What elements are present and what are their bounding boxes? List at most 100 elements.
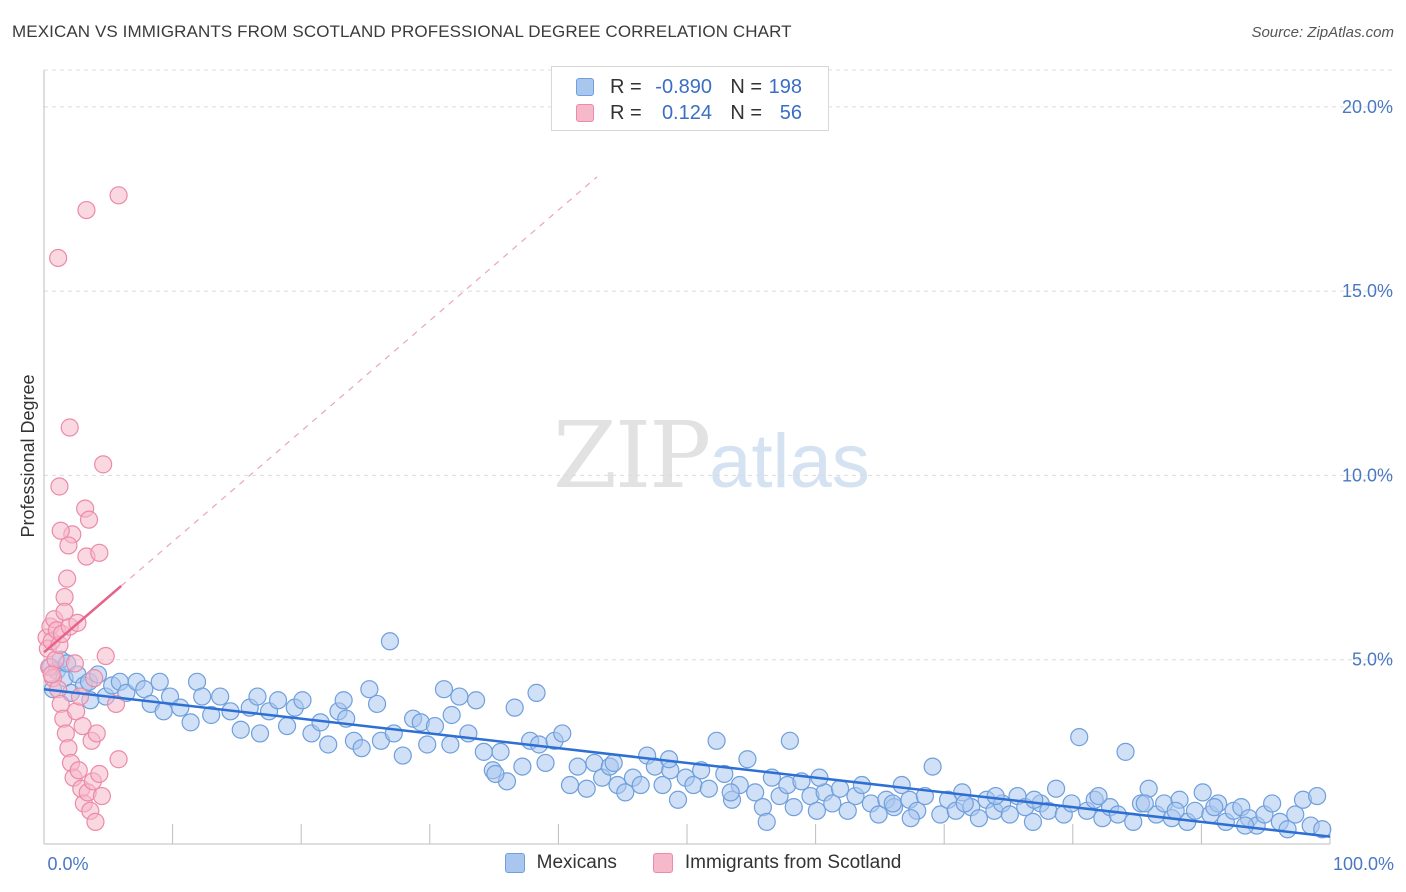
mexicans-point: [746, 783, 765, 802]
mexicans-point: [352, 739, 371, 758]
mexicans-point: [367, 694, 387, 714]
scotland-point: [59, 536, 78, 555]
legend-item-mexicans[interactable]: Mexicans: [504, 852, 617, 874]
mexicans-point: [1185, 801, 1205, 820]
mexicans-point: [393, 746, 412, 765]
legend-swatch-pink: [652, 853, 673, 873]
mexicans-point: [171, 698, 190, 717]
legend-swatch-blue: [576, 78, 594, 96]
legend-row-mexicans: R = -0.890 N = 198: [576, 75, 802, 99]
legend-n-label: N =: [730, 101, 762, 124]
mexicans-point: [434, 680, 454, 699]
scotland-point: [96, 646, 115, 666]
scotland-point: [69, 761, 88, 780]
mexicans-point: [154, 702, 173, 721]
legend-n-value: 56: [779, 101, 802, 124]
scotland-point: [79, 510, 99, 529]
mexicans-point: [604, 753, 623, 773]
scotland-point: [50, 477, 69, 496]
legend-r-value: -0.890: [655, 75, 712, 98]
legend-item-scotland[interactable]: Immigrants from Scotland: [652, 852, 902, 874]
mexicans-point: [474, 742, 493, 761]
mexicans-point: [1000, 805, 1019, 824]
chart-title: MEXICAN VS IMMIGRANTS FROM SCOTLAND PROF…: [12, 22, 792, 41]
scotland-trend-line: [43, 585, 122, 654]
mexicans-point: [334, 691, 353, 710]
x-tick-label: 100.0%: [1333, 854, 1394, 874]
mexicans-point: [784, 798, 803, 817]
mexicans-point: [969, 809, 989, 828]
scotland-point: [94, 455, 113, 474]
mexicans-point: [715, 764, 734, 784]
mexicans-point: [486, 764, 505, 784]
mexicans-point: [757, 812, 776, 831]
mexicans-point: [901, 809, 920, 828]
mexicans-point: [986, 786, 1005, 806]
scotland-point: [106, 694, 126, 714]
mexicans-point: [1205, 798, 1224, 817]
scotland-point: [90, 543, 109, 562]
watermark-zip: ZIP: [553, 402, 711, 509]
legend-row-scotland: R = 0.124 N = 56: [576, 101, 802, 125]
trend-lines: [43, 585, 1331, 838]
legend-label-scotland: Immigrants from Scotland: [684, 852, 902, 873]
watermark: ZIPatlas: [553, 402, 870, 509]
scotland-point: [51, 521, 70, 540]
mexicans-point: [1116, 742, 1135, 761]
series-legend: Mexicans Immigrants from Scotland: [0, 852, 1406, 874]
mexicans-point: [360, 680, 379, 699]
mexicans-point: [955, 794, 974, 813]
stats-legend: R = -0.890 N = 198 R = 0.124 N = 56: [551, 66, 829, 131]
mexicans-point: [268, 691, 288, 710]
mexicans-point: [838, 801, 857, 820]
scotland-point: [90, 764, 109, 784]
mexicans-point: [1046, 779, 1066, 798]
mexicans-point: [923, 757, 942, 776]
mexicans-point: [293, 691, 312, 710]
scotland-point: [92, 786, 111, 806]
y-tick-label: 15.0%: [1342, 281, 1393, 301]
mexicans-point: [193, 687, 212, 706]
mexicans-point: [319, 735, 338, 754]
mexicans-point: [536, 753, 555, 773]
scotland-point: [60, 418, 79, 437]
scotland-point: [109, 186, 128, 205]
mexicans-points: [41, 632, 1332, 839]
mexicans-point: [181, 713, 200, 732]
legend-r-label: R =: [610, 75, 642, 98]
tick-labels: 5.0% 10.0% 15.0% 20.0% 0.0% 100.0%: [47, 97, 1394, 874]
mexicans-point: [780, 731, 799, 750]
mexicans-point: [505, 698, 524, 717]
mexicans-point: [527, 683, 546, 702]
mexicans-point: [616, 783, 635, 802]
mexicans-trend-line: [43, 687, 1331, 838]
mexicans-point: [1308, 786, 1327, 806]
mexicans-point: [823, 794, 842, 813]
mexicans-point: [830, 779, 850, 798]
mexicans-point: [568, 757, 587, 776]
legend-label-mexicans: Mexicans: [536, 852, 617, 873]
mexicans-point: [277, 716, 297, 736]
trend-extension: [120, 176, 598, 587]
y-tick-label: 20.0%: [1342, 97, 1393, 117]
grid-lines: [44, 69, 1395, 661]
axes: [43, 70, 1331, 845]
mexicans-point: [380, 632, 400, 651]
legend-r-label: R =: [610, 101, 642, 124]
mexicans-point: [1193, 783, 1212, 802]
mexicans-point: [699, 779, 718, 798]
scotland-point: [77, 200, 96, 220]
mexicans-point: [425, 716, 445, 736]
mexicans-point: [1089, 786, 1108, 806]
scotland-point: [85, 669, 104, 688]
scotland-point: [109, 750, 128, 769]
y-axis-label: Professional Degree: [18, 374, 38, 537]
legend-n-label: N =: [730, 75, 762, 98]
legend-r-value: 0.124: [661, 101, 712, 124]
mexicans-point: [653, 775, 672, 795]
scotland-point: [58, 569, 77, 588]
mexicans-point: [1286, 805, 1305, 824]
mexicans-point: [1166, 801, 1185, 820]
legend-n-value: 198: [768, 75, 802, 98]
mexicans-point: [577, 779, 596, 798]
